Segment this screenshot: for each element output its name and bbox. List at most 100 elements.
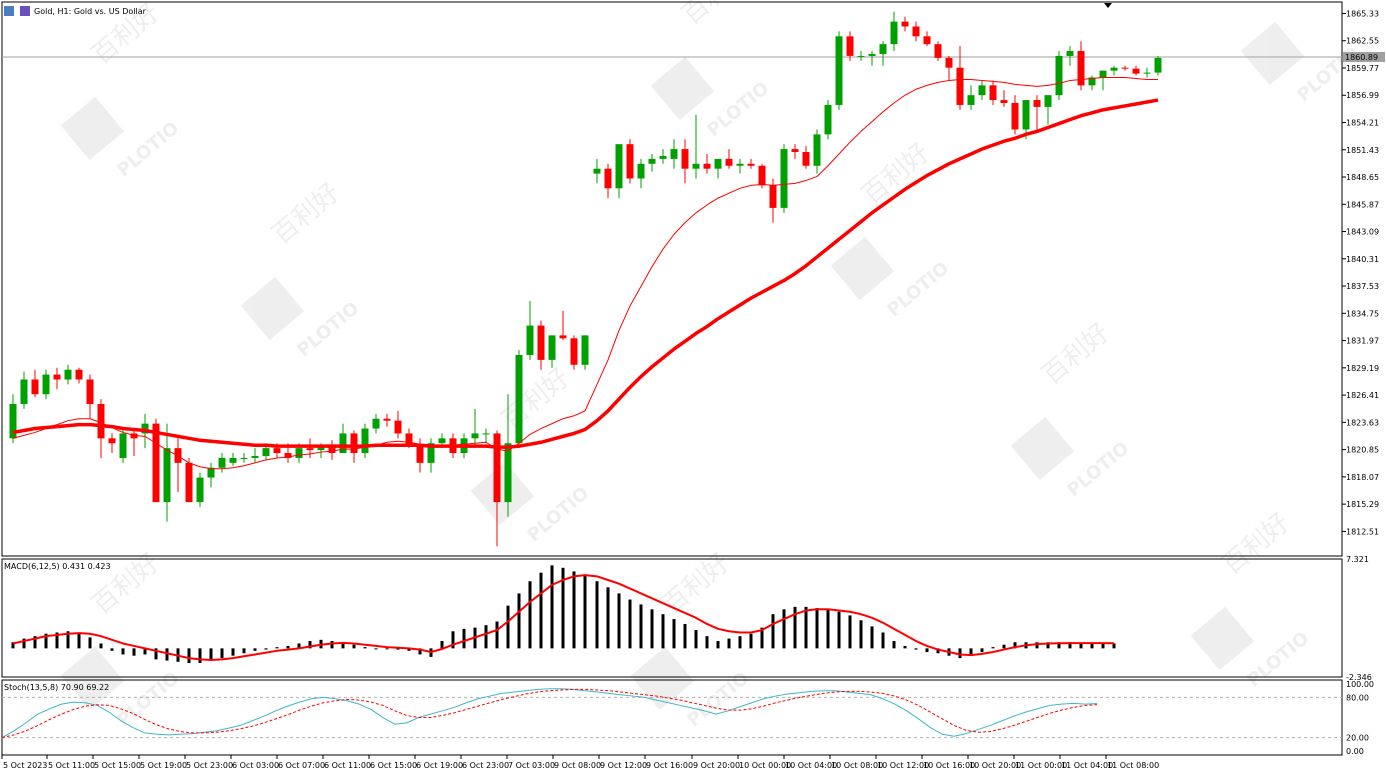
candle[interactable]: [185, 457, 193, 503]
candle[interactable]: [857, 51, 865, 61]
candle[interactable]: [912, 21, 920, 42]
candle[interactable]: [637, 158, 645, 189]
macd-bar: [484, 625, 488, 649]
price-pane[interactable]: 1865.33 1862.55 1859.77 1856.99 1854.21 1851.…: [1, 1, 1385, 557]
candle[interactable]: [1099, 70, 1107, 91]
candle[interactable]: [64, 364, 72, 385]
candle[interactable]: [659, 149, 667, 164]
candle[interactable]: [736, 158, 744, 174]
candle[interactable]: [9, 394, 17, 444]
candle[interactable]: [835, 31, 843, 110]
candle[interactable]: [989, 80, 997, 105]
candle[interactable]: [868, 51, 876, 66]
candle[interactable]: [1154, 55, 1162, 76]
candle[interactable]: [86, 374, 94, 419]
candle[interactable]: [218, 453, 226, 473]
candle[interactable]: [526, 301, 534, 360]
candle[interactable]: [714, 158, 722, 179]
candle[interactable]: [328, 440, 336, 460]
candle[interactable]: [75, 367, 83, 384]
candle[interactable]: [1143, 67, 1151, 78]
time-tick-label: 10 Oct 12:00: [877, 761, 929, 770]
candle[interactable]: [813, 129, 821, 174]
candle[interactable]: [559, 310, 567, 341]
candle[interactable]: [339, 423, 347, 454]
candle[interactable]: [1110, 65, 1118, 76]
candle[interactable]: [504, 394, 512, 517]
candle[interactable]: [1121, 65, 1129, 71]
candle[interactable]: [20, 371, 28, 409]
candle[interactable]: [923, 31, 931, 47]
time-tick-label: 6 Oct 23:00: [462, 761, 509, 770]
candle[interactable]: [1033, 95, 1041, 130]
candle[interactable]: [306, 438, 314, 458]
candle[interactable]: [174, 438, 182, 493]
candle[interactable]: [163, 423, 171, 522]
candle[interactable]: [1066, 46, 1074, 66]
candle[interactable]: [548, 335, 556, 368]
candle[interactable]: [703, 153, 711, 174]
candle[interactable]: [956, 46, 964, 110]
candle[interactable]: [108, 433, 116, 454]
candle[interactable]: [581, 335, 589, 370]
candle[interactable]: [626, 139, 634, 184]
candle[interactable]: [824, 100, 832, 140]
candle[interactable]: [130, 428, 138, 456]
candle[interactable]: [791, 144, 799, 159]
candle[interactable]: [482, 428, 490, 444]
candle[interactable]: [802, 146, 810, 169]
stochastic-pane[interactable]: Stoch(13,5,8) 70.90 69.22 100.00 80.00 20.0…: [1, 679, 1374, 756]
candle[interactable]: [427, 438, 435, 473]
candle[interactable]: [537, 320, 545, 370]
price-tick-label: 1812.51: [1346, 527, 1379, 536]
candle-body: [901, 21, 909, 27]
candle[interactable]: [901, 16, 909, 32]
candle[interactable]: [593, 158, 601, 184]
candle[interactable]: [97, 399, 105, 458]
candle[interactable]: [747, 158, 755, 169]
candle[interactable]: [42, 369, 50, 400]
candle[interactable]: [372, 413, 380, 434]
candle[interactable]: [1044, 95, 1052, 125]
candle[interactable]: [229, 453, 237, 466]
macd-bar: [506, 605, 510, 649]
candle[interactable]: [1055, 51, 1063, 101]
candle[interactable]: [681, 139, 689, 184]
candle[interactable]: [670, 139, 678, 169]
candle[interactable]: [1000, 90, 1008, 107]
candle[interactable]: [934, 41, 942, 61]
candle[interactable]: [890, 11, 898, 52]
candle[interactable]: [119, 428, 127, 463]
candle[interactable]: [780, 144, 788, 213]
candle[interactable]: [207, 462, 215, 488]
candle-body: [339, 433, 347, 454]
candle[interactable]: [1088, 75, 1096, 91]
candle[interactable]: [978, 80, 986, 101]
candle[interactable]: [1132, 65, 1140, 76]
candle[interactable]: [846, 31, 854, 61]
candle[interactable]: [570, 335, 578, 370]
candle[interactable]: [515, 350, 523, 449]
candle[interactable]: [945, 55, 953, 81]
candle[interactable]: [53, 367, 61, 390]
candle[interactable]: [604, 163, 612, 199]
candle[interactable]: [725, 149, 733, 169]
candle[interactable]: [648, 153, 656, 172]
candle[interactable]: [394, 410, 402, 439]
macd-bar: [22, 638, 26, 649]
candle[interactable]: [879, 41, 887, 66]
candle[interactable]: [471, 408, 479, 449]
candle[interactable]: [1011, 95, 1019, 135]
candle[interactable]: [1077, 41, 1085, 91]
candle[interactable]: [383, 413, 391, 427]
macd-pane[interactable]: MACD(6,12,5) 0.431 0.423 7.321 -2.346: [1, 555, 1372, 682]
candle[interactable]: [251, 448, 259, 463]
candle[interactable]: [361, 423, 369, 458]
candle[interactable]: [615, 144, 623, 199]
candle[interactable]: [967, 85, 975, 110]
candle[interactable]: [196, 472, 204, 507]
candle[interactable]: [493, 430, 501, 547]
candle[interactable]: [240, 453, 248, 463]
candle[interactable]: [31, 369, 39, 398]
candle[interactable]: [692, 114, 700, 179]
